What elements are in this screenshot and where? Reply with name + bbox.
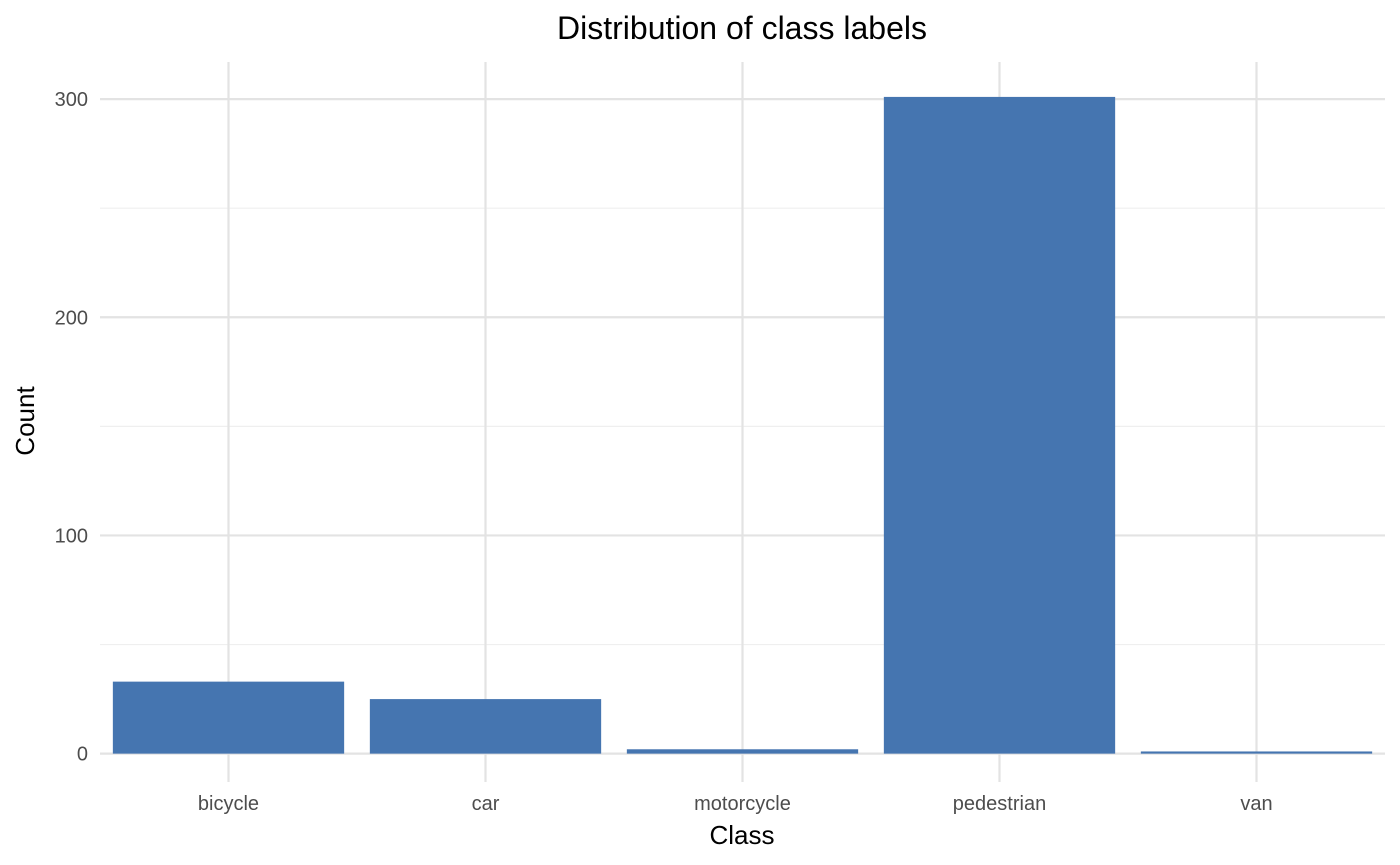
y-tick-labels: 0 100 200 300 (55, 89, 88, 766)
x-axis-title: Class (709, 820, 774, 850)
y-tick-label: 300 (55, 89, 88, 111)
x-tick-label: pedestrian (953, 793, 1046, 815)
grid-lines (100, 62, 1385, 782)
bar-motorcycle (626, 749, 859, 754)
y-tick-label: 200 (55, 307, 88, 329)
bar-pedestrian (883, 96, 1116, 754)
x-tick-label: car (472, 793, 500, 815)
x-tick-label: bicycle (198, 793, 259, 815)
y-tick-label: 100 (55, 525, 88, 547)
x-tick-label: van (1240, 793, 1272, 815)
bar-bicycle (112, 681, 345, 754)
x-tick-labels: bicycle car motorcycle pedestrian van (198, 793, 1273, 815)
y-tick-label: 0 (77, 744, 88, 766)
bars (112, 96, 1373, 754)
bar-van (1140, 751, 1373, 754)
y-axis-title: Count (10, 386, 40, 456)
chart-title: Distribution of class labels (557, 10, 927, 46)
bar-car (369, 699, 602, 754)
x-tick-label: motorcycle (694, 793, 791, 815)
